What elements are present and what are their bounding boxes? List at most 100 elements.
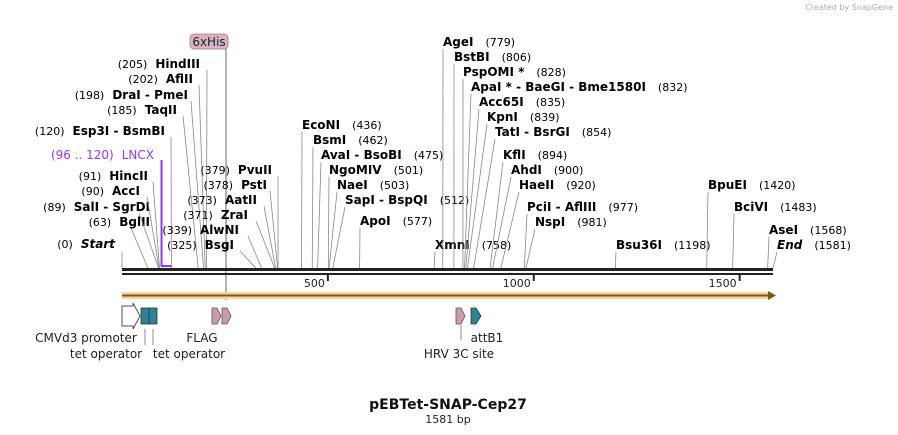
site-line [500, 191, 520, 269]
site-label[interactable]: NaeI (503) [337, 178, 409, 192]
site-label[interactable]: End (1581) [777, 238, 851, 252]
site-position: (900) [554, 164, 584, 177]
enzyme-name: AvaI - BsoBI [321, 148, 402, 162]
site-line [206, 69, 208, 269]
enzyme-name: SapI - BspQI [345, 193, 428, 207]
enzyme-name: ApoI [360, 214, 391, 228]
site-label[interactable]: (325) BsgI [167, 238, 234, 252]
enzyme-name: AhdI [511, 163, 542, 177]
site-position: (198) [75, 89, 105, 102]
site-label[interactable]: (198) DraI - PmeI [75, 88, 188, 102]
site-label[interactable]: (378) PstI [203, 178, 267, 192]
attb1-feature[interactable] [470, 307, 482, 325]
site-position: (894) [538, 149, 568, 162]
site-label[interactable]: EcoNI (436) [302, 118, 382, 132]
enzyme-name: KflI [503, 148, 526, 162]
flag-feature[interactable] [211, 307, 222, 325]
enzyme-name: NaeI [337, 178, 368, 192]
site-label[interactable]: (339) AlwNI [162, 223, 239, 237]
site-line [327, 176, 330, 269]
site-position: (503) [380, 179, 410, 192]
site-line [138, 212, 160, 269]
site-label[interactable]: AhdI (900) [511, 163, 583, 177]
site-line [247, 235, 262, 269]
ruler-label: 1000 [503, 277, 531, 290]
cmv-promoter-feature[interactable] [121, 302, 141, 330]
site-line [198, 84, 206, 269]
tet-operator-feature[interactable] [148, 307, 158, 325]
site-label[interactable]: AvaI - BsoBI (475) [321, 148, 443, 162]
site-label[interactable]: Acc65I (835) [479, 95, 565, 109]
site-label[interactable]: (0) Start [57, 237, 116, 251]
snapgene-credit: Created by SnapGene [805, 3, 893, 12]
site-label[interactable]: AseI (1568) [769, 223, 847, 237]
site-position: (854) [582, 126, 612, 139]
site-label[interactable]: (63) BglII [89, 215, 150, 229]
tet-operator-feature[interactable] [140, 307, 150, 325]
site-label[interactable]: XmnI (758) [435, 238, 511, 252]
site-position: (91) [79, 170, 102, 183]
site-position: (806) [502, 51, 532, 64]
site-line [767, 236, 770, 269]
site-label[interactable]: BsmI (462) [313, 133, 388, 147]
site-label[interactable]: PciI - AflIII (977) [527, 200, 638, 214]
site-label[interactable]: Bsu36I (1198) [616, 238, 711, 252]
site-line [465, 108, 480, 269]
site-line [239, 250, 257, 269]
orf-arrowhead [768, 291, 776, 300]
enzyme-name: BsmI [313, 133, 346, 147]
enzyme-name: AgeI [443, 35, 473, 49]
site-label[interactable]: SapI - BspQI (512) [345, 193, 469, 207]
enzyme-name: KpnI [487, 110, 518, 124]
site-position: (378) [203, 179, 233, 192]
site-label[interactable]: TatI - BsrGI (854) [495, 125, 611, 139]
site-label[interactable]: NgoMIV (501) [329, 163, 423, 177]
site-label[interactable]: (371) ZraI [183, 208, 248, 222]
site-label[interactable]: (91) HincII [79, 169, 148, 183]
site-label[interactable]: KpnI (839) [487, 110, 560, 124]
lncx-label[interactable]: (96 .. 120) LNCX [51, 148, 154, 162]
site-label[interactable]: (120) Esp3I - BsmBI [35, 124, 165, 138]
enzyme-name: PciI - AflIII [527, 200, 596, 214]
site-line [269, 190, 279, 269]
site-line [317, 161, 322, 269]
enzyme-name: ApaI * - BaeGI - Bme1580I [471, 80, 646, 94]
site-line [706, 191, 709, 269]
feature-label: attB1 [471, 331, 504, 345]
site-label[interactable]: ApaI * - BaeGI - Bme1580I (832) [471, 80, 688, 94]
site-label[interactable]: ApoI (577) [360, 214, 432, 228]
enzyme-name: AccI [112, 184, 140, 198]
site-line [190, 100, 204, 269]
site-position: (89) [43, 201, 66, 214]
site-label[interactable]: BstBI (806) [454, 50, 531, 64]
site-label[interactable]: KflI (894) [503, 148, 567, 162]
site-label[interactable]: (202) AflII [128, 72, 193, 86]
ruler-label: 1500 [709, 277, 737, 290]
enzyme-name: DraI - PmeI [112, 88, 188, 102]
site-label[interactable]: (90) AccI [81, 184, 140, 198]
enzyme-name: ZraI [221, 208, 248, 222]
enzyme-name: PspOMI * [463, 65, 525, 79]
site-label[interactable]: NspI (981) [535, 215, 607, 229]
site-label[interactable]: (185) TaqII [107, 103, 177, 117]
site-label[interactable]: (205) HindIII [118, 57, 200, 71]
site-label[interactable]: BpuEI (1420) [708, 178, 796, 192]
site-position: (325) [167, 239, 197, 252]
site-position: (981) [577, 216, 607, 229]
site-label[interactable]: (373) AatII [187, 193, 257, 207]
feature-label: tet operator [153, 347, 225, 361]
site-position: (920) [566, 179, 596, 192]
flag-feature[interactable] [221, 307, 232, 325]
site-label[interactable]: BciVI (1483) [734, 200, 817, 214]
site-label[interactable]: HaeII (920) [519, 178, 596, 192]
site-label[interactable]: (379) PvuII [200, 163, 272, 177]
site-label[interactable]: AgeI (779) [443, 35, 515, 49]
his-tag-box[interactable] [189, 33, 229, 50]
hrv-3c-feature[interactable] [455, 307, 466, 325]
enzyme-name: HindIII [155, 57, 200, 71]
site-label[interactable]: PspOMI * (828) [463, 65, 566, 79]
site-position: (1198) [674, 239, 711, 252]
site-line [263, 205, 276, 269]
site-label[interactable]: (89) SalI - SgrDI [43, 200, 150, 214]
